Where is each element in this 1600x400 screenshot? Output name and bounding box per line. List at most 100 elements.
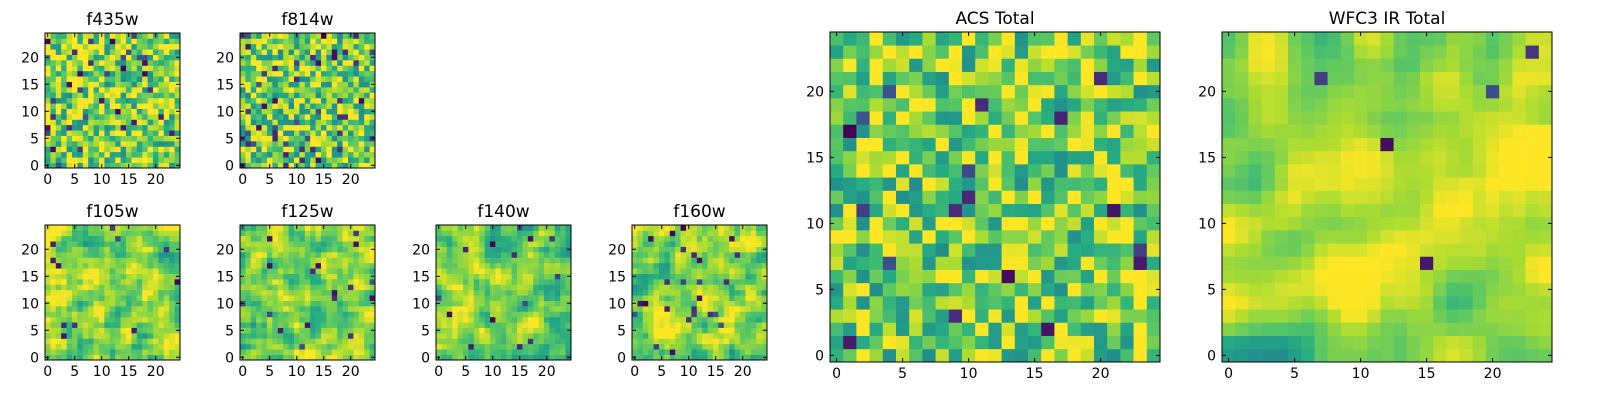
heatmap-cell	[283, 289, 289, 296]
heatmap-cell	[88, 300, 94, 307]
heatmap-cell	[315, 257, 322, 264]
heatmap-cell	[734, 300, 741, 307]
heatmap-cell	[153, 284, 159, 291]
heatmap-cell	[1235, 190, 1249, 204]
heatmap-cell	[326, 289, 333, 296]
heatmap-cell	[1094, 71, 1108, 86]
heatmap-cell	[72, 289, 78, 296]
heatmap-cell	[50, 225, 57, 231]
heatmap-cell	[77, 141, 84, 147]
heatmap-cell	[142, 157, 148, 163]
heatmap-cell	[50, 151, 57, 158]
heatmap-cell	[326, 92, 333, 99]
heatmap-cell	[240, 235, 246, 242]
heatmap-cell	[718, 252, 725, 258]
heatmap-cell	[55, 230, 62, 237]
heatmap-cell	[1107, 348, 1121, 363]
heatmap-cell	[1041, 335, 1055, 350]
heatmap-cell	[882, 230, 897, 244]
heatmap-cell	[169, 289, 175, 296]
heatmap-cell	[158, 114, 165, 120]
heatmap-cell	[452, 338, 458, 345]
heatmap-cell	[55, 235, 62, 242]
heatmap-cell	[342, 225, 349, 231]
heatmap-cell	[490, 338, 496, 345]
heatmap-cell	[61, 252, 67, 258]
heatmap-cell	[1094, 269, 1108, 284]
heatmap-cell	[326, 300, 333, 307]
heatmap-cell	[331, 343, 338, 350]
heatmap-cell	[240, 279, 246, 285]
heatmap-cell	[468, 241, 475, 247]
heatmap-cell	[1080, 269, 1095, 284]
heatmap-cell	[522, 311, 529, 318]
heatmap-cell	[331, 124, 338, 131]
heatmap-cell	[756, 295, 762, 301]
heatmap-cell	[723, 257, 730, 264]
heatmap-cell	[948, 282, 963, 297]
heatmap-cell	[147, 349, 154, 355]
heatmap-cell	[1433, 322, 1447, 336]
heatmap-cell	[680, 225, 687, 231]
heatmap-cell	[283, 43, 289, 50]
heatmap-cell	[240, 343, 246, 350]
heatmap-cell	[1222, 309, 1236, 323]
heatmap-cell	[1354, 190, 1368, 204]
heatmap-cell	[61, 289, 67, 296]
heatmap-cell	[468, 300, 475, 307]
heatmap-cell	[1235, 216, 1249, 231]
heatmap-cell	[1314, 335, 1328, 350]
heatmap-cell	[1014, 269, 1029, 284]
heatmap-cell	[922, 137, 936, 152]
heatmap-cell	[310, 235, 316, 242]
heatmap-cell	[527, 295, 534, 301]
heatmap-cell	[342, 306, 349, 312]
heatmap-cell	[245, 146, 252, 153]
heatmap-cell	[358, 135, 365, 142]
heatmap-cell	[1094, 164, 1108, 178]
heatmap-cell	[935, 71, 950, 86]
heatmap-cell	[288, 252, 295, 258]
heatmap-cell	[1067, 124, 1082, 138]
heatmap-cell	[669, 311, 676, 318]
heatmap-cell	[348, 252, 354, 258]
heatmap-cell	[321, 284, 327, 291]
heatmap-cell	[1301, 164, 1315, 178]
heatmap-cell	[1028, 335, 1042, 350]
heatmap-cell	[66, 262, 73, 269]
heatmap-cell	[82, 268, 89, 274]
heatmap-cell	[522, 262, 529, 269]
heatmap-cell	[680, 322, 687, 328]
heatmap-cell	[299, 157, 306, 163]
heatmap-cell	[331, 135, 338, 142]
heatmap-cell	[337, 114, 343, 120]
heatmap-cell	[896, 309, 910, 323]
heatmap-cell	[126, 230, 132, 237]
heatmap-cell	[1235, 335, 1249, 350]
heatmap-cell	[750, 322, 757, 328]
heatmap-cell	[169, 81, 175, 88]
heatmap-cell	[115, 97, 121, 104]
heatmap-cell	[126, 146, 132, 153]
heatmap-cell	[637, 327, 644, 334]
heatmap-cell	[909, 296, 923, 310]
heatmap-cell	[153, 54, 159, 61]
heatmap-cell	[261, 295, 268, 301]
heatmap-cell	[93, 262, 100, 269]
heatmap-cell	[922, 190, 936, 204]
heatmap-cell	[1001, 150, 1016, 165]
heatmap-cell	[99, 338, 105, 345]
heatmap-cell	[1146, 150, 1161, 165]
heatmap-cell	[294, 349, 300, 355]
heatmap-cell	[174, 306, 181, 312]
heatmap-cell	[304, 87, 311, 93]
heatmap-cell	[82, 349, 89, 355]
heatmap-cell	[1512, 177, 1526, 191]
heatmap-cell	[538, 284, 545, 291]
heatmap-cell	[136, 103, 143, 109]
heatmap-cell	[1067, 190, 1082, 204]
heatmap-cell	[353, 246, 360, 253]
heatmap-cell	[277, 76, 284, 82]
heatmap-cell	[142, 273, 148, 280]
heatmap-cell	[1001, 164, 1016, 178]
